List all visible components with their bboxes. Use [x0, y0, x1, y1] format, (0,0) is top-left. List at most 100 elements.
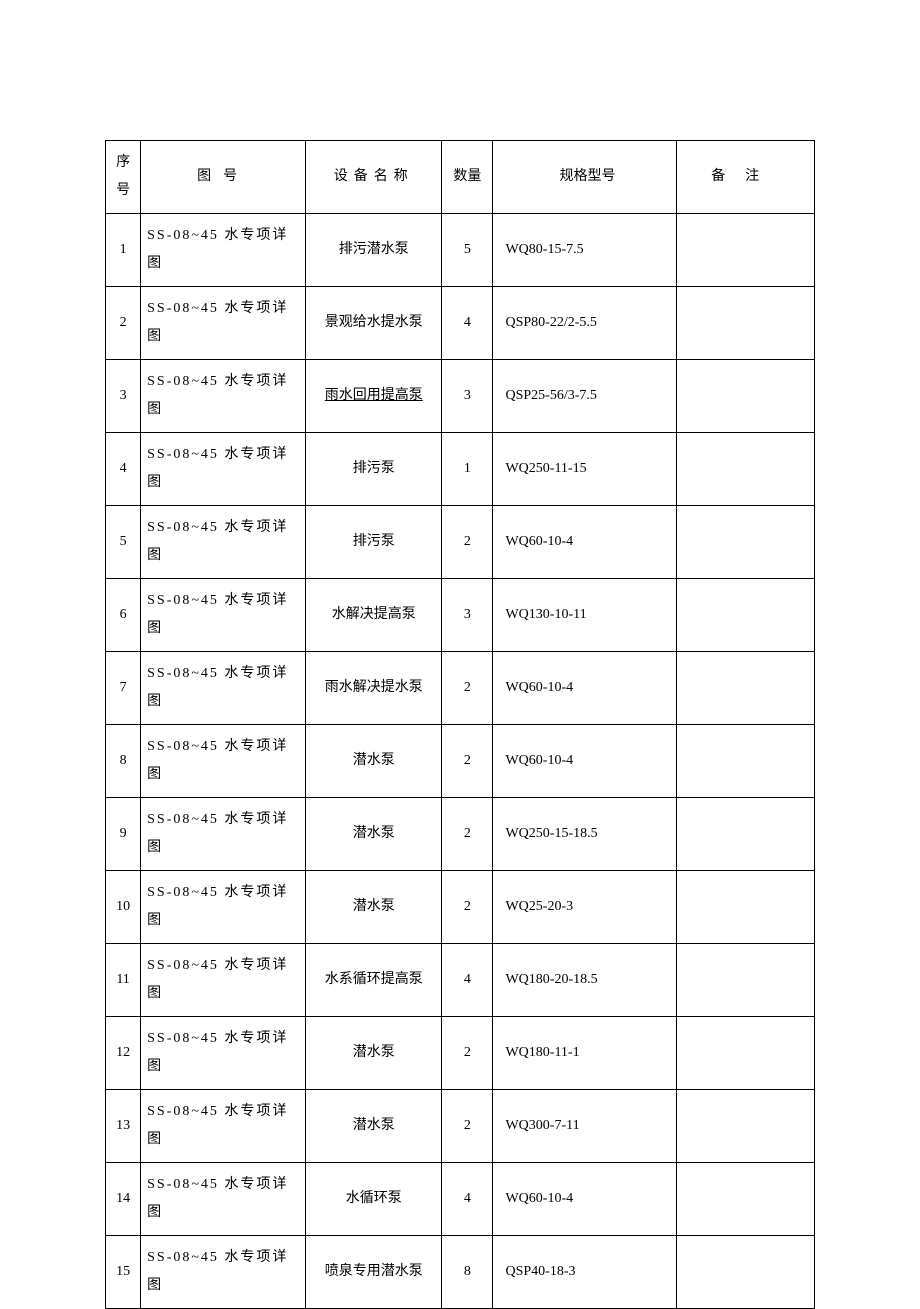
- cell-spec: WQ60-10-4: [493, 652, 676, 725]
- cell-drawing: SS-08~45 水专项详图: [141, 798, 306, 871]
- cell-spec: WQ300-7-11: [493, 1090, 676, 1163]
- cell-drawing: SS-08~45 水专项详图: [141, 652, 306, 725]
- header-spec: 规格型号: [493, 141, 676, 214]
- cell-spec: WQ250-11-15: [493, 433, 676, 506]
- cell-name: 潜水泵: [306, 798, 442, 871]
- cell-seq: 6: [106, 579, 141, 652]
- cell-spec: WQ180-11-1: [493, 1017, 676, 1090]
- cell-name: 景观给水提水泵: [306, 287, 442, 360]
- cell-remark: [676, 652, 814, 725]
- table-row: 2SS-08~45 水专项详图景观给水提水泵4QSP80-22/2-5.5: [106, 287, 815, 360]
- table-row: 10SS-08~45 水专项详图潜水泵2WQ25-20-3: [106, 871, 815, 944]
- table-row: 8SS-08~45 水专项详图潜水泵2WQ60-10-4: [106, 725, 815, 798]
- cell-drawing: SS-08~45 水专项详图: [141, 214, 306, 287]
- table-row: 7SS-08~45 水专项详图雨水解决提水泵2WQ60-10-4: [106, 652, 815, 725]
- cell-name: 潜水泵: [306, 871, 442, 944]
- cell-qty: 2: [442, 1090, 493, 1163]
- cell-qty: 3: [442, 579, 493, 652]
- cell-spec: WQ180-20-18.5: [493, 944, 676, 1017]
- cell-spec: QSP80-22/2-5.5: [493, 287, 676, 360]
- cell-qty: 1: [442, 433, 493, 506]
- cell-qty: 2: [442, 1017, 493, 1090]
- cell-remark: [676, 725, 814, 798]
- cell-qty: 2: [442, 871, 493, 944]
- cell-name: 潜水泵: [306, 1017, 442, 1090]
- cell-remark: [676, 506, 814, 579]
- cell-remark: [676, 798, 814, 871]
- cell-remark: [676, 871, 814, 944]
- cell-qty: 2: [442, 506, 493, 579]
- cell-remark: [676, 287, 814, 360]
- cell-seq: 9: [106, 798, 141, 871]
- cell-seq: 5: [106, 506, 141, 579]
- header-seq: 序号: [106, 141, 141, 214]
- table-row: 5SS-08~45 水专项详图排污泵2WQ60-10-4: [106, 506, 815, 579]
- cell-spec: WQ250-15-18.5: [493, 798, 676, 871]
- cell-name: 排污潜水泵: [306, 214, 442, 287]
- cell-spec: WQ60-10-4: [493, 725, 676, 798]
- table-row: 11SS-08~45 水专项详图水系循环提高泵4WQ180-20-18.5: [106, 944, 815, 1017]
- cell-drawing: SS-08~45 水专项详图: [141, 725, 306, 798]
- cell-seq: 14: [106, 1163, 141, 1236]
- cell-seq: 15: [106, 1236, 141, 1309]
- table-row: 1SS-08~45 水专项详图排污潜水泵5WQ80-15-7.5: [106, 214, 815, 287]
- cell-drawing: SS-08~45 水专项详图: [141, 944, 306, 1017]
- cell-drawing: SS-08~45 水专项详图: [141, 433, 306, 506]
- cell-name: 雨水回用提高泵: [306, 360, 442, 433]
- table-header-row: 序号 图号 设备名称 数量 规格型号 备注: [106, 141, 815, 214]
- cell-remark: [676, 944, 814, 1017]
- header-remark: 备注: [676, 141, 814, 214]
- header-name: 设备名称: [306, 141, 442, 214]
- cell-name: 喷泉专用潜水泵: [306, 1236, 442, 1309]
- cell-drawing: SS-08~45 水专项详图: [141, 871, 306, 944]
- cell-remark: [676, 1090, 814, 1163]
- cell-seq: 1: [106, 214, 141, 287]
- table-row: 6SS-08~45 水专项详图水解决提高泵3WQ130-10-11: [106, 579, 815, 652]
- cell-qty: 4: [442, 1163, 493, 1236]
- cell-name: 水系循环提高泵: [306, 944, 442, 1017]
- cell-remark: [676, 433, 814, 506]
- cell-spec: WQ130-10-11: [493, 579, 676, 652]
- table-body: 1SS-08~45 水专项详图排污潜水泵5WQ80-15-7.52SS-08~4…: [106, 214, 815, 1309]
- cell-qty: 5: [442, 214, 493, 287]
- cell-remark: [676, 1017, 814, 1090]
- cell-drawing: SS-08~45 水专项详图: [141, 506, 306, 579]
- cell-spec: WQ60-10-4: [493, 1163, 676, 1236]
- table-row: 3SS-08~45 水专项详图雨水回用提高泵3QSP25-56/3-7.5: [106, 360, 815, 433]
- cell-name: 排污泵: [306, 433, 442, 506]
- cell-seq: 4: [106, 433, 141, 506]
- cell-qty: 4: [442, 287, 493, 360]
- cell-remark: [676, 214, 814, 287]
- cell-seq: 12: [106, 1017, 141, 1090]
- cell-seq: 13: [106, 1090, 141, 1163]
- table-row: 13SS-08~45 水专项详图潜水泵2WQ300-7-11: [106, 1090, 815, 1163]
- cell-seq: 3: [106, 360, 141, 433]
- cell-name: 潜水泵: [306, 1090, 442, 1163]
- cell-seq: 11: [106, 944, 141, 1017]
- cell-qty: 8: [442, 1236, 493, 1309]
- cell-drawing: SS-08~45 水专项详图: [141, 1090, 306, 1163]
- table-row: 9SS-08~45 水专项详图潜水泵2WQ250-15-18.5: [106, 798, 815, 871]
- cell-remark: [676, 1163, 814, 1236]
- cell-seq: 10: [106, 871, 141, 944]
- cell-drawing: SS-08~45 水专项详图: [141, 1017, 306, 1090]
- equipment-table: 序号 图号 设备名称 数量 规格型号 备注 1SS-08~45 水专项详图排污潜…: [105, 140, 815, 1309]
- cell-drawing: SS-08~45 水专项详图: [141, 360, 306, 433]
- cell-qty: 3: [442, 360, 493, 433]
- cell-name: 水解决提高泵: [306, 579, 442, 652]
- cell-qty: 2: [442, 652, 493, 725]
- cell-seq: 8: [106, 725, 141, 798]
- table-row: 12SS-08~45 水专项详图潜水泵2WQ180-11-1: [106, 1017, 815, 1090]
- cell-drawing: SS-08~45 水专项详图: [141, 287, 306, 360]
- cell-drawing: SS-08~45 水专项详图: [141, 1236, 306, 1309]
- cell-spec: QSP40-18-3: [493, 1236, 676, 1309]
- cell-seq: 7: [106, 652, 141, 725]
- cell-drawing: SS-08~45 水专项详图: [141, 1163, 306, 1236]
- cell-name: 水循环泵: [306, 1163, 442, 1236]
- cell-remark: [676, 360, 814, 433]
- cell-spec: WQ25-20-3: [493, 871, 676, 944]
- table-row: 15SS-08~45 水专项详图喷泉专用潜水泵8QSP40-18-3: [106, 1236, 815, 1309]
- cell-spec: WQ60-10-4: [493, 506, 676, 579]
- header-qty: 数量: [442, 141, 493, 214]
- header-drawing: 图号: [141, 141, 306, 214]
